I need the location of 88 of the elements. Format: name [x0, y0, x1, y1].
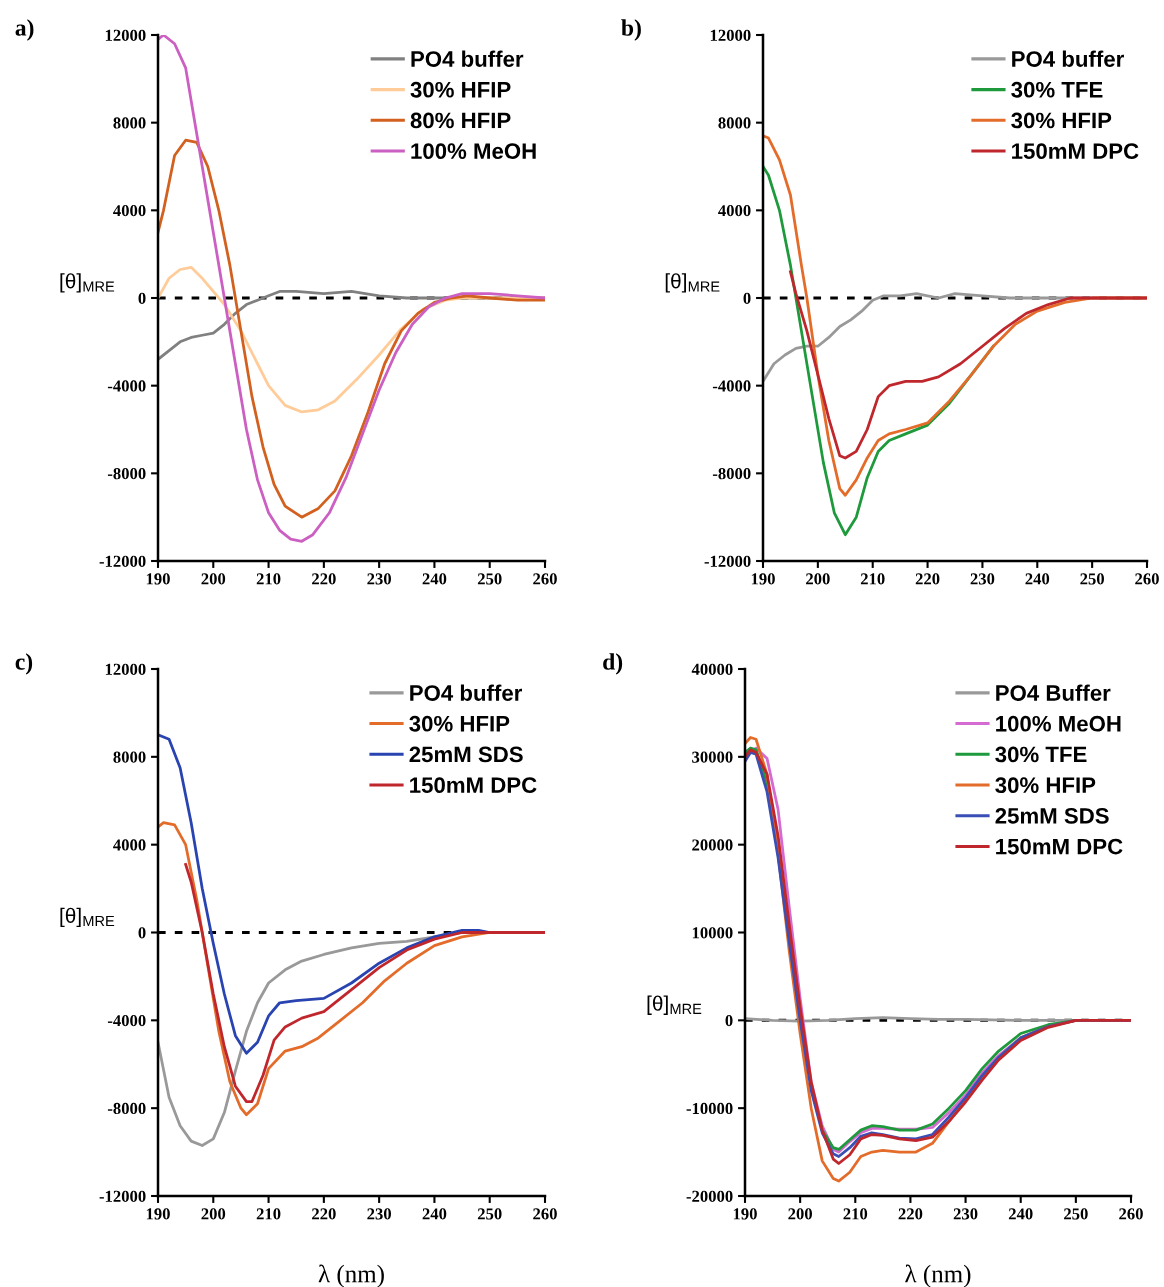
y-tick-label: 12000 [105, 663, 146, 675]
y-tick-label: 4000 [718, 205, 751, 217]
x-tick-label: 190 [733, 1208, 757, 1220]
y-tick-label: -20000 [686, 1190, 733, 1202]
x-tick-label: 240 [422, 1208, 447, 1220]
x-tick-label: 250 [477, 573, 502, 585]
y-tick-label: 40000 [691, 663, 733, 675]
y-axis-title: [θ]$_{MRE}$ [665, 273, 720, 293]
x-tick-label: 250 [1064, 1208, 1088, 1220]
x-tick-label: 260 [1135, 573, 1159, 585]
y-axis-title: [θ]$_{MRE}$ [60, 273, 115, 293]
legend-label: 30% HFIP [995, 777, 1096, 794]
y-tick-label: -8000 [712, 468, 751, 480]
legend-label: 150mM DPC [996, 838, 1123, 855]
y-tick-label: 8000 [113, 117, 146, 129]
x-tick-label: 260 [533, 1208, 557, 1220]
x-tick-label: 230 [367, 573, 392, 585]
x-tick-label: 220 [915, 573, 940, 585]
legend-label: PO4 buffer [411, 50, 524, 67]
y-tick-label: 20000 [692, 839, 733, 851]
y-tick-label: 0 [743, 292, 751, 304]
x-tick-label: 210 [256, 573, 281, 585]
legend-label: 150mM DPC [410, 777, 537, 794]
y-tick-label: -4000 [107, 1015, 146, 1027]
x-axis-title: λ (nm) [318, 1264, 384, 1287]
legend-label: 25mM SDS [995, 808, 1109, 824]
x-tick-label: 190 [751, 573, 775, 585]
chart-title: c) [15, 653, 33, 675]
x-tick-label: 250 [477, 1208, 502, 1220]
x-tick-label: 240 [422, 573, 447, 585]
y-tick-label: -12000 [99, 1190, 146, 1202]
x-tick-label: 210 [860, 573, 885, 585]
legend-label: PO4 buffer [1012, 50, 1124, 67]
y-tick-label: -12000 [99, 555, 146, 567]
x-tick-label: 200 [788, 1208, 813, 1220]
legend-label: PO4 Buffer [996, 684, 1111, 701]
y-tick-label: 4000 [113, 839, 146, 851]
x-tick-label: 220 [898, 1208, 923, 1220]
chart-title: a) [15, 19, 34, 41]
chart-title: b) [621, 19, 641, 41]
y-tick-label: -10000 [686, 1102, 733, 1115]
y-tick-label: -4000 [107, 380, 146, 392]
x-tick-label: 240 [1008, 1208, 1033, 1220]
y-axis-title: [θ]$_{MRE}$ [647, 995, 702, 1015]
x-tick-label: 230 [953, 1208, 978, 1220]
y-tick-label: 10000 [692, 927, 733, 939]
legend-label: 100% MeOH [996, 715, 1121, 732]
y-tick-label: -12000 [704, 555, 751, 567]
x-tick-label: 220 [312, 573, 336, 585]
legend-label: 30% HFIP [409, 715, 510, 732]
x-tick-label: 190 [146, 1208, 170, 1220]
y-tick-label: 0 [138, 292, 146, 304]
y-tick-label: 8000 [718, 117, 751, 129]
x-tick-label: 210 [256, 1208, 281, 1220]
x-tick-label: 260 [1119, 1208, 1143, 1220]
y-axis-title: [θ]$_{MRE}$ [60, 907, 115, 928]
legend-label: 100% MeOH [411, 143, 536, 160]
y-tick-label: 30000 [692, 751, 733, 763]
x-axis-title: λ (nm) [905, 1264, 971, 1287]
legend-label: 30% TFE [1011, 81, 1103, 98]
y-tick-label: 0 [725, 1015, 733, 1027]
x-tick-label: 200 [201, 573, 226, 585]
x-tick-label: 220 [312, 1208, 336, 1220]
y-tick-label: 0 [138, 927, 146, 939]
chart-title: d) [603, 653, 623, 675]
legend-label: 30% HFIP [410, 81, 511, 98]
legend-label: 150mM DPC [1012, 143, 1139, 160]
y-tick-label: -4000 [712, 380, 751, 392]
legend-label: 30% HFIP [1011, 112, 1112, 129]
x-tick-label: 240 [1025, 573, 1050, 585]
x-tick-label: 200 [806, 573, 830, 585]
x-tick-label: 250 [1080, 573, 1105, 585]
legend-label: 30% TFE [995, 746, 1087, 763]
x-tick-label: 260 [533, 573, 557, 585]
x-tick-label: 190 [146, 573, 170, 585]
x-tick-label: 210 [843, 1208, 868, 1220]
y-tick-label: -8000 [107, 1102, 146, 1115]
x-tick-label: 200 [201, 1208, 226, 1220]
y-tick-label: 8000 [113, 751, 146, 763]
x-tick-label: 230 [970, 573, 995, 585]
y-tick-label: -8000 [107, 468, 146, 480]
legend-label: 80% HFIP [410, 112, 511, 129]
y-tick-label: 4000 [113, 205, 146, 217]
legend-label: PO4 buffer [410, 684, 523, 701]
x-tick-label: 230 [367, 1208, 392, 1220]
legend-label: 25mM SDS [409, 746, 523, 763]
y-tick-label: 12000 [105, 29, 146, 41]
y-tick-label: 12000 [710, 29, 751, 41]
